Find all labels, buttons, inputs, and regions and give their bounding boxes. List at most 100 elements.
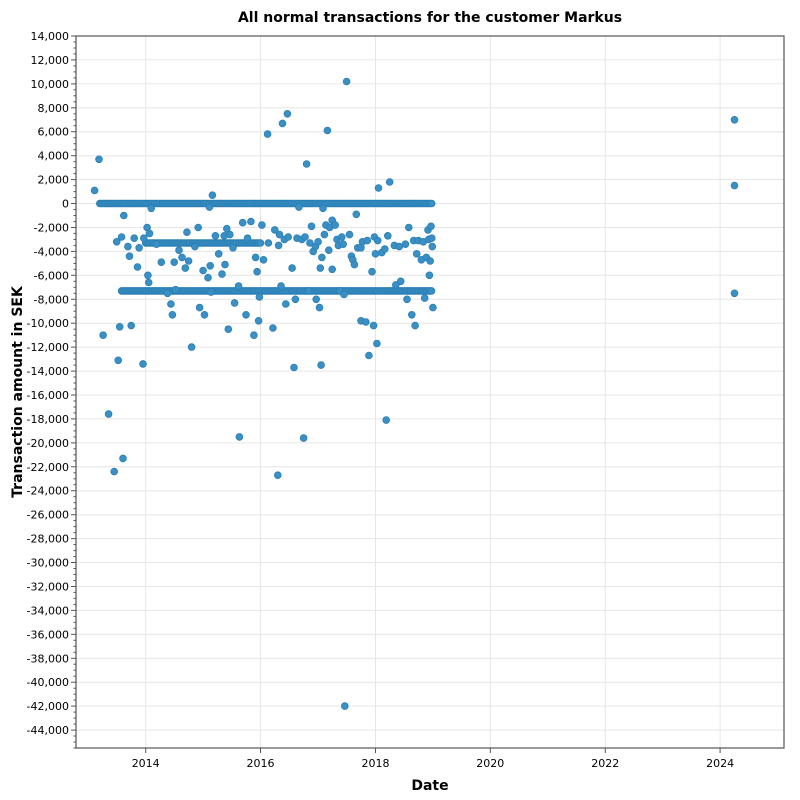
y-tick-label: 4,000 (38, 150, 70, 163)
data-point (396, 277, 405, 286)
data-point (295, 203, 303, 211)
data-point (250, 331, 258, 340)
data-point (195, 303, 204, 312)
data-point (273, 471, 282, 480)
data-point (339, 240, 348, 249)
y-tick-label: -36,000 (27, 628, 69, 641)
data-point (223, 224, 231, 233)
data-point (304, 287, 313, 295)
data-point (342, 77, 351, 86)
y-tick-label: -26,000 (27, 509, 69, 522)
data-point (175, 246, 183, 255)
data-point (140, 234, 148, 243)
data-point (208, 191, 217, 200)
data-point (170, 258, 179, 267)
data-point (411, 321, 419, 330)
data-point (187, 343, 196, 351)
x-tick-label: 2024 (706, 757, 734, 770)
data-point (114, 356, 122, 365)
data-point (382, 416, 391, 424)
data-point (242, 310, 250, 319)
data-point (380, 245, 389, 253)
data-point (211, 232, 220, 240)
data-point (274, 241, 283, 250)
data-point (221, 260, 229, 269)
data-point (194, 223, 203, 232)
data-point (352, 210, 361, 219)
data-point (284, 233, 293, 241)
chart-title: All normal transactions for the customer… (238, 10, 622, 26)
data-point (263, 130, 272, 138)
y-tick-label: -20,000 (27, 437, 69, 450)
data-point (181, 264, 190, 272)
data-point (278, 119, 287, 128)
x-axis: 2014 2016 2018 2020 2022 2024 (132, 748, 734, 770)
data-point (319, 204, 327, 213)
y-tick-label: -38,000 (27, 652, 69, 665)
data-point (218, 270, 226, 278)
data-point (299, 434, 308, 442)
y-tick-label: -28,000 (27, 533, 69, 546)
data-point (317, 361, 325, 369)
x-tick-label: 2014 (132, 757, 160, 770)
data-point (371, 250, 380, 258)
data-point (230, 299, 239, 307)
data-point (340, 702, 349, 710)
data-point (323, 126, 332, 135)
data-point (345, 230, 354, 239)
y-tick-label: 6,000 (38, 126, 70, 139)
data-point (277, 282, 285, 290)
y-tick-label: -8,000 (34, 293, 69, 306)
data-point (157, 258, 166, 267)
data-point (191, 242, 199, 251)
data-point (307, 222, 316, 231)
data-point (368, 267, 376, 276)
data-point (427, 222, 435, 231)
y-tick-label: -6,000 (34, 269, 69, 282)
y-tick-label: -4,000 (34, 245, 69, 258)
data-point (234, 282, 243, 290)
data-point (365, 351, 373, 360)
data-point (139, 360, 147, 368)
plot-frame (75, 35, 785, 749)
data-point (256, 239, 265, 247)
data-point (306, 239, 314, 247)
data-point (204, 273, 212, 282)
y-tick-label: -30,000 (27, 557, 69, 570)
data-point (258, 221, 266, 229)
y-tick-label: -16,000 (27, 389, 69, 402)
x-axis-label: Date (411, 778, 448, 794)
data-point (95, 155, 103, 164)
data-point (254, 316, 263, 325)
data-point (264, 239, 273, 247)
data-point (167, 300, 175, 308)
y-tick-label: -40,000 (27, 676, 69, 689)
data-point (270, 226, 279, 234)
data-point (429, 303, 437, 312)
data-point (427, 199, 436, 208)
data-point (200, 310, 209, 319)
data-point (340, 290, 348, 299)
data-point (144, 278, 153, 287)
data-point (135, 244, 143, 252)
data-point (133, 263, 142, 271)
data-point (243, 234, 252, 243)
x-tick-label: 2016 (247, 757, 275, 770)
data-point (281, 300, 290, 308)
data-point (373, 236, 382, 245)
data-point (259, 255, 268, 264)
data-point (407, 310, 416, 319)
data-point (144, 271, 152, 280)
data-point (395, 242, 404, 251)
data-point (229, 244, 237, 252)
data-point (247, 217, 255, 226)
data-point (251, 253, 260, 262)
data-point (288, 264, 296, 272)
data-point (168, 310, 177, 319)
data-point (362, 318, 370, 326)
data-point (125, 252, 134, 261)
data-point (178, 253, 186, 262)
y-tick-label: -12,000 (27, 341, 69, 354)
data-point (184, 257, 193, 265)
